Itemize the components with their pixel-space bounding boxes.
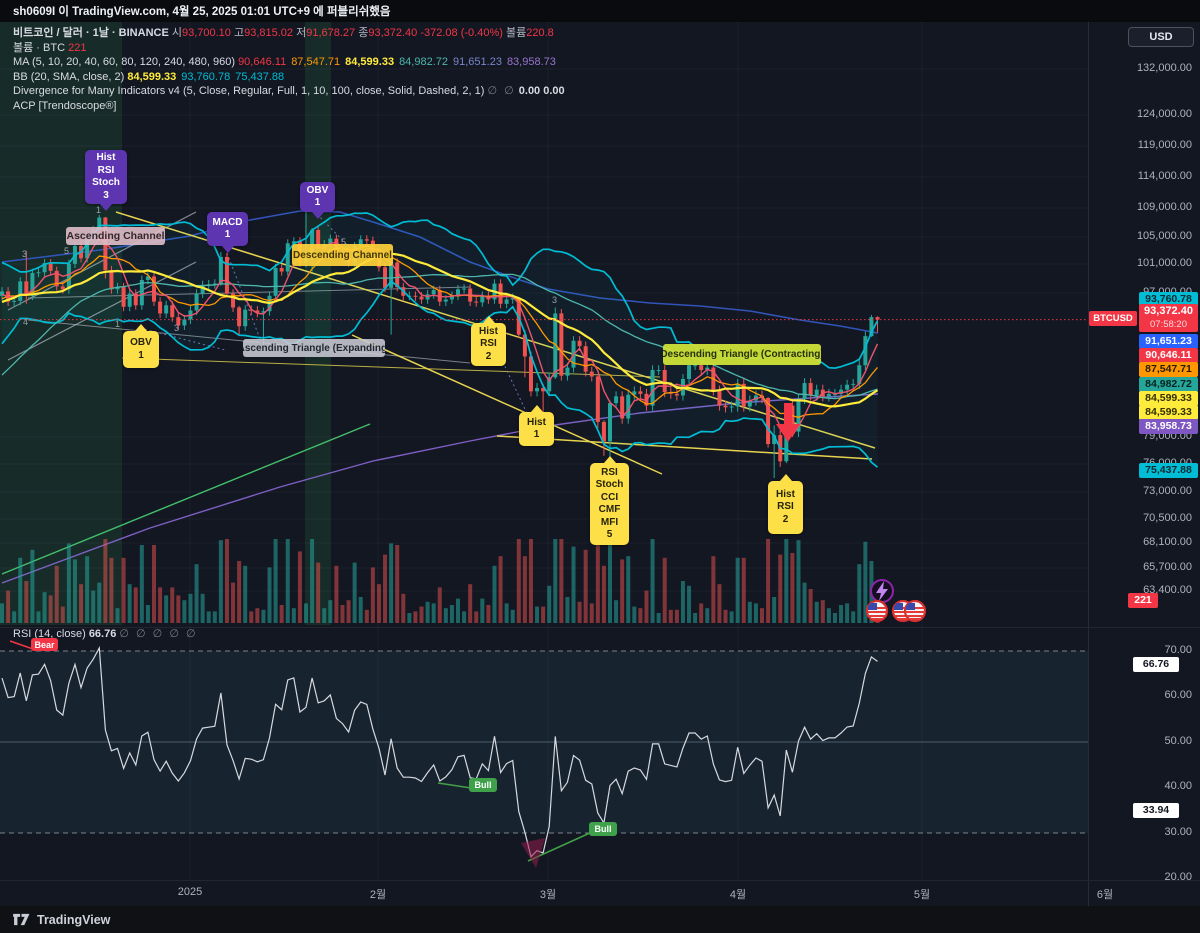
us-flag-event-icon[interactable] [903, 599, 927, 623]
divergence-count-number: 1 [115, 319, 121, 329]
label-descending-channel[interactable]: Descending Channel [292, 244, 393, 266]
price-scale-chip: 83,958.73 [1139, 419, 1198, 434]
time-label: 2025 [177, 886, 203, 898]
rsi-scale-chip: 33.94 [1133, 803, 1179, 818]
rsi-bear-flag[interactable]: Bear [31, 638, 58, 651]
divergence-count-number: 4 [23, 317, 29, 327]
callout-macd-1-pointer [221, 246, 234, 253]
brand-bar: TradingView [0, 906, 1200, 933]
price-tick: 73,000.00 [1143, 485, 1192, 497]
callout-obv-1-top[interactable]: OBV 1 [300, 182, 335, 219]
price-tick: 132,000.00 [1136, 62, 1192, 74]
callout-macd-1[interactable]: MACD 1 [207, 212, 248, 253]
price-scale-chip: 93,760.78 [1139, 292, 1198, 307]
us-flag-event-icon[interactable] [865, 599, 889, 623]
callout-hist-rsi-2-b-pointer [779, 474, 792, 481]
rsi-scale-chip: 66.76 [1133, 657, 1179, 672]
divergence-count-number: 3 [552, 295, 558, 305]
divergence-count-number: 3 [22, 249, 28, 259]
callout-obv-1-low-pointer [135, 324, 147, 331]
price-tick: 65,700.00 [1143, 561, 1192, 573]
pane-divider[interactable] [0, 627, 1200, 628]
price-tick: 109,000.00 [1136, 201, 1192, 213]
time-label: 5월 [913, 889, 931, 901]
time-axis-divider [0, 880, 1200, 881]
price-tick: 68,100.00 [1143, 536, 1192, 548]
price-scale-chip: 91,651.23 [1139, 334, 1198, 349]
last-price-chip: 93,372.40 07:58:20 [1139, 304, 1198, 332]
publish-info-bar: sh0609I 이 TradingView.com, 4월 25, 2025 0… [0, 0, 1200, 22]
publish-info-text: sh0609I 이 TradingView.com, 4월 25, 2025 0… [13, 6, 391, 18]
price-tick: 70,500.00 [1143, 512, 1192, 524]
rsi-tick: 60.00 [1164, 689, 1192, 701]
rsi-tick: 40.00 [1164, 780, 1192, 792]
price-scale-chip: 87,547.71 [1139, 362, 1198, 377]
time-label: 4월 [729, 889, 747, 901]
last-price-value: 93,372.40 [1144, 305, 1193, 317]
lightning-event-icon[interactable] [870, 579, 894, 603]
price-scale-chip: 84,982.72 [1139, 377, 1198, 392]
time-label: 2월 [369, 889, 387, 901]
callout-hist-rsi-stoch-3[interactable]: Hist RSI Stoch 3 [85, 150, 127, 211]
price-scale-chip: 221 [1128, 593, 1158, 608]
price-tick: 124,000.00 [1136, 108, 1192, 120]
time-label: 3월 [539, 889, 557, 901]
divergence-count-number: 5 [64, 246, 70, 256]
rsi-bull-flag-1[interactable]: Bull [469, 778, 497, 792]
callout-hist-1-pointer [530, 405, 543, 412]
divergence-count-number: 1 [96, 205, 102, 215]
divergence-count-number: 5 [341, 237, 347, 247]
rsi-tick: 70.00 [1164, 644, 1192, 656]
price-tick: 114,000.00 [1137, 170, 1192, 182]
price-scale-chip: 84,599.33 [1139, 391, 1198, 406]
time-label: 6월 [1096, 889, 1114, 901]
price-scale-chip: 84,599.33 [1139, 405, 1198, 420]
price-tick: 105,000.00 [1136, 230, 1192, 242]
callout-obv-1-low[interactable]: OBV 1 [123, 324, 159, 368]
price-tick: 119,000.00 [1137, 139, 1192, 151]
price-scale-chip: 75,437.88 [1139, 463, 1198, 478]
callout-hist-rsi-2-a-pointer [482, 316, 495, 323]
callout-rsi-stoch-cci-cmf-mfi-5-pointer [603, 456, 616, 463]
currency-usd-button[interactable]: USD [1128, 27, 1194, 47]
rsi-tick: 30.00 [1164, 826, 1192, 838]
rsi-bull-flag-2[interactable]: Bull [589, 822, 617, 836]
label-descending-triangle-contracting[interactable]: Descending Triangle (Contracting) [663, 344, 821, 365]
divergence-count-number: 3 [174, 323, 180, 333]
callout-obv-1-top-pointer [311, 212, 324, 219]
label-ascending-channel[interactable]: Ascending Channel [66, 227, 165, 245]
callout-hist-rsi-stoch-3-pointer [100, 204, 112, 211]
brand-name[interactable]: TradingView [37, 912, 111, 927]
callout-hist-rsi-2-a[interactable]: Hist RSI 2 [471, 316, 506, 366]
price-scale-chip: 90,646.11 [1139, 348, 1198, 363]
label-ascending-triangle-expanding[interactable]: Ascending Triangle (Expanding) [243, 339, 385, 357]
bar-countdown: 07:58:20 [1150, 319, 1187, 330]
rsi-tick: 20.00 [1164, 871, 1192, 883]
callout-rsi-stoch-cci-cmf-mfi-5[interactable]: RSI Stoch CCI CMF MFI 5 [590, 456, 629, 545]
tradingview-logo-icon[interactable] [13, 913, 30, 926]
price-tick: 101,000.00 [1136, 257, 1192, 269]
symbol-badge: BTCUSD [1089, 311, 1137, 326]
callout-hist-rsi-2-b[interactable]: Hist RSI 2 [768, 474, 803, 534]
callout-hist-1[interactable]: Hist 1 [519, 405, 554, 446]
rsi-tick: 50.00 [1164, 735, 1192, 747]
